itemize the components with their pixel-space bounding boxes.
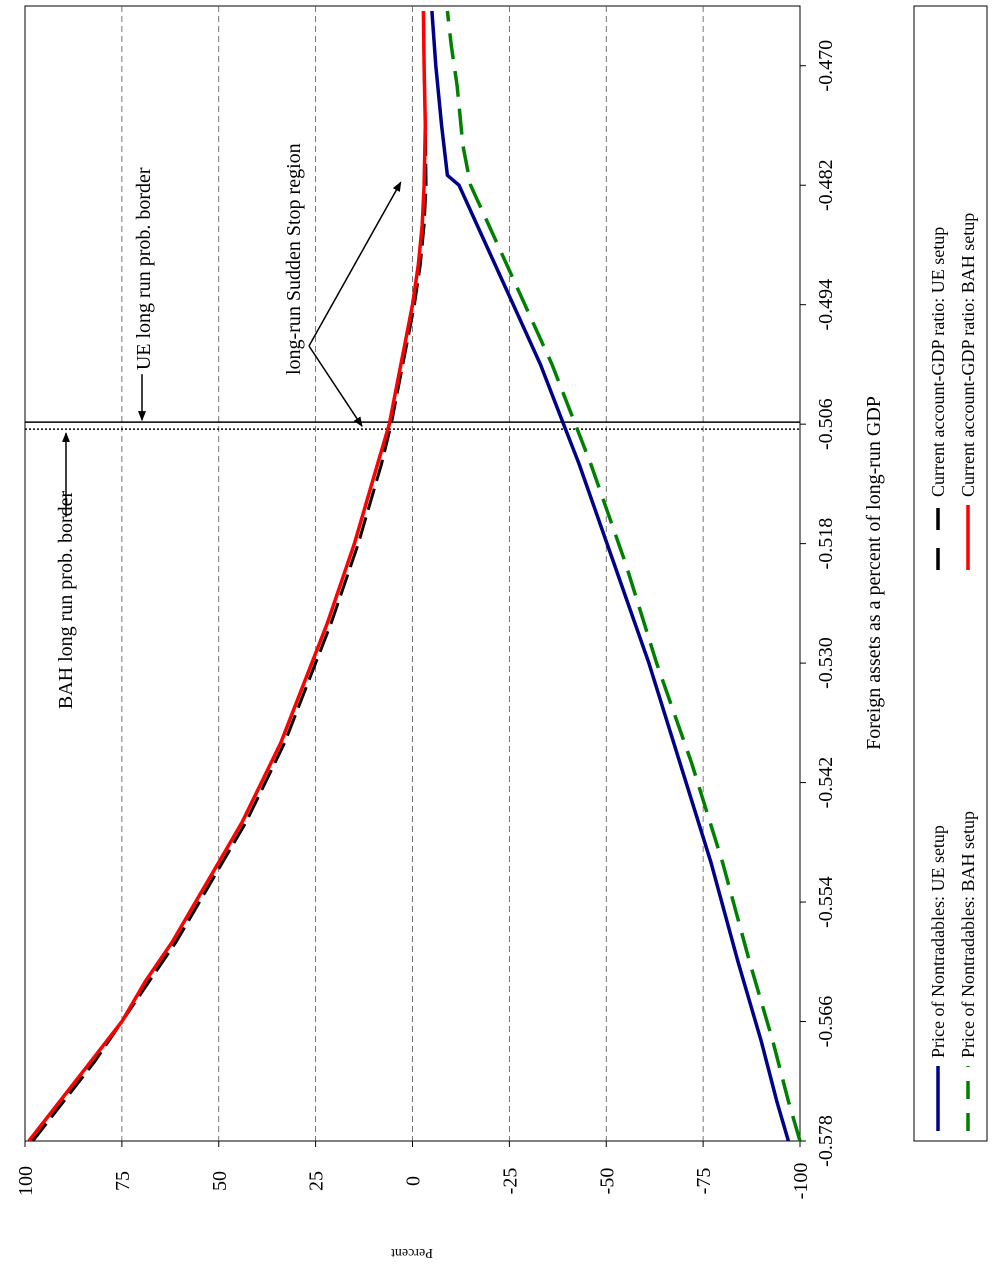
x-tick-label: -0.506	[815, 398, 837, 450]
y-tick-label: -25	[499, 1168, 521, 1195]
bah-border-label: BAH long run prob. border	[55, 490, 77, 709]
y-tick-label: 100	[15, 1166, 37, 1196]
legend-label: Price of Nontradables: BAH setup	[958, 811, 978, 1058]
x-axis-label: Foreign assets as a percent of long-run …	[863, 396, 885, 750]
reference-lines	[25, 421, 800, 430]
y-tick-label: 75	[112, 1171, 134, 1191]
series-line	[31, 10, 428, 1142]
legend-label: Current account-GDP ratio: BAH setup	[958, 213, 978, 497]
x-tick-labels: -0.470 -0.482 -0.494 -0.506 -0.518 -0.530 -0.5…	[815, 40, 837, 1167]
x-tick-label: -0.566	[815, 996, 837, 1048]
x-tick-label: -0.530	[815, 637, 837, 689]
series-group	[27, 10, 802, 1143]
y-tick-label: -50	[596, 1168, 618, 1195]
y-tick-label: 50	[209, 1171, 231, 1191]
sudden-stop-arrow	[308, 345, 363, 427]
plot-area: 100 75 50 25 0 -25 -50 -75 -100 -0.470-0.482-0.4…	[15, 5, 837, 1200]
y-tick-label: -100	[790, 1163, 812, 1200]
legend-items: Price of Nontradables: UE setup Price of …	[928, 213, 978, 1131]
y-axis-label: Percent	[391, 1245, 433, 1260]
series-line	[27, 10, 428, 1143]
legend-label: Price of Nontradables: UE setup	[928, 825, 948, 1058]
x-tick-label: -0.470	[815, 40, 837, 92]
grid-lines	[24, 6, 806, 1147]
y-tick-labels: 100 75 50 25 0 -25 -50 -75 -100	[15, 1163, 812, 1200]
x-tick-label: -0.482	[815, 159, 837, 211]
legend: Price of Nontradables: UE setup Price of …	[913, 5, 988, 1142]
legend-frame	[913, 5, 988, 1142]
legend-label: Current account-GDP ratio: UE setup	[928, 227, 948, 497]
x-tick-label: -0.542	[815, 757, 837, 809]
annotations: UE long run prob. border BAH long run pro…	[55, 143, 402, 709]
series-line	[430, 10, 791, 1142]
series-line	[445, 10, 802, 1142]
y-tick-label: 25	[306, 1171, 328, 1191]
y-tick-label: 0	[403, 1176, 425, 1186]
x-tick-label: -0.554	[815, 876, 837, 928]
sudden-stop-arrow	[308, 181, 402, 347]
ue-border-label: UE long run prob. border	[133, 167, 155, 370]
x-tick-label: -0.578	[815, 1115, 837, 1167]
y-tick-label: -75	[693, 1168, 715, 1195]
x-tick-label: -0.518	[815, 518, 837, 570]
x-tick-label: -0.494	[815, 279, 837, 331]
sudden-stop-label: long-run Sudden Stop region	[283, 143, 305, 375]
